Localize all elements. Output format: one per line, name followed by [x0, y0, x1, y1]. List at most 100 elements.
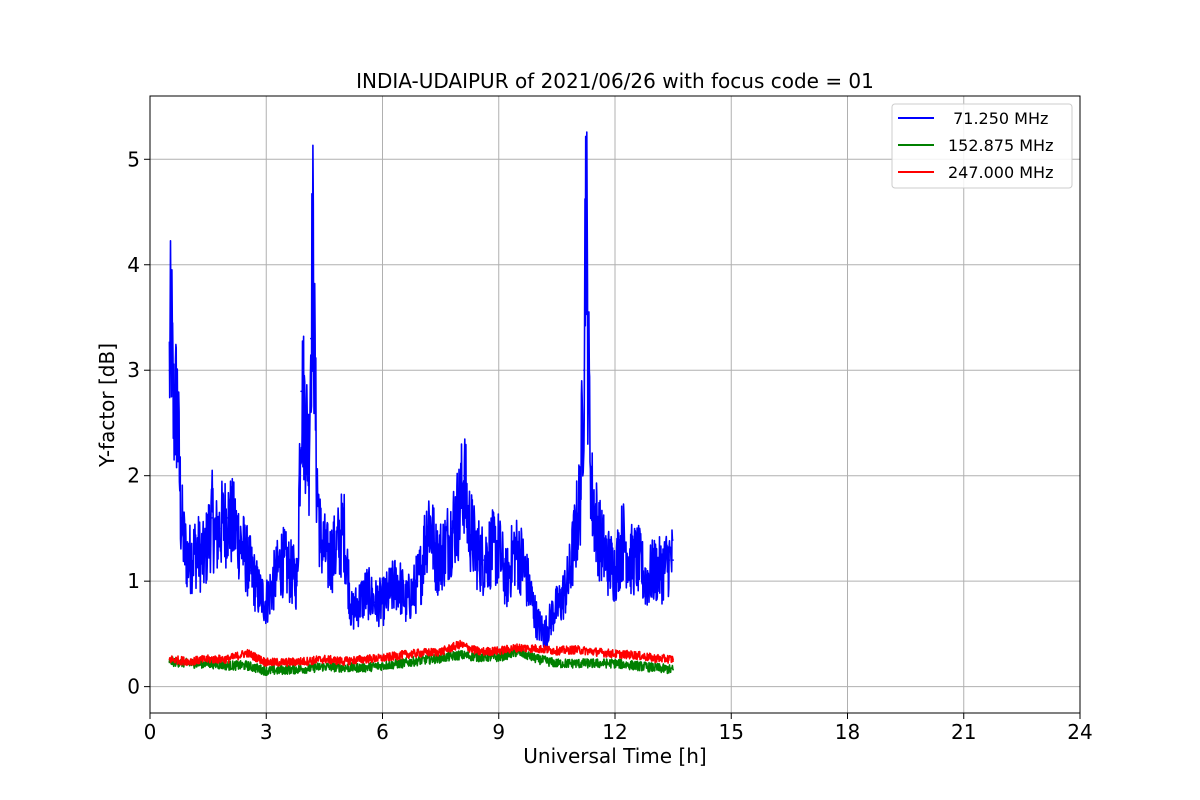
series-1-point — [536, 658, 539, 661]
series-0-point — [342, 527, 345, 530]
y-tick-label: 3 — [127, 358, 140, 382]
series-0-point — [528, 590, 531, 593]
series-2-point — [439, 651, 442, 653]
series-0-point — [637, 559, 640, 561]
series-0-point — [590, 495, 593, 498]
series-2-point — [362, 658, 364, 661]
x-tick-label: 24 — [1067, 720, 1092, 744]
series-0-point — [668, 559, 671, 561]
series-0-point — [211, 517, 213, 519]
series-1-point — [207, 662, 209, 665]
series-2-point — [536, 647, 539, 650]
series-0-point — [598, 538, 601, 540]
series-0-point — [575, 527, 578, 530]
series-0-point — [459, 506, 461, 509]
x-tick-label: 21 — [951, 720, 976, 744]
series-2-point — [459, 643, 461, 646]
series-0-point — [187, 559, 190, 561]
series-0-point — [184, 548, 186, 551]
series-0-point — [311, 242, 314, 245]
series-2-point — [265, 661, 268, 664]
series-2-point — [246, 652, 248, 654]
series-1-point — [459, 654, 461, 656]
series-0-point — [404, 601, 407, 604]
series-2-point — [207, 658, 209, 661]
series-1-point — [284, 668, 287, 671]
series-1-point — [362, 666, 364, 669]
series-2-point — [672, 658, 674, 661]
series-0-point — [366, 590, 368, 593]
series-0-point — [428, 517, 430, 519]
series-0-point — [350, 612, 353, 614]
series-0-point — [474, 548, 477, 551]
series-0-point — [315, 474, 318, 477]
x-tick-label: 18 — [835, 720, 860, 744]
series-2-point — [168, 658, 171, 661]
y-axis: 0 1 2 3 4 5 — [127, 147, 150, 699]
series-0-point — [170, 316, 173, 319]
series-0-point — [490, 548, 492, 551]
legend-box — [891, 103, 1073, 189]
series-0-point — [435, 559, 438, 561]
series-0-point — [249, 569, 252, 572]
series-0-point — [482, 559, 485, 561]
series-0-point — [579, 495, 581, 498]
series-0-point — [242, 548, 244, 551]
series-0-point — [389, 590, 392, 593]
series-0-point — [273, 580, 275, 582]
series-2-point — [342, 660, 345, 663]
series-2-point — [633, 654, 636, 656]
series-0-point — [463, 474, 465, 477]
series-2-point — [594, 651, 597, 653]
series-0-point — [304, 411, 306, 414]
legend: 71.250 MHz 152.875 MHz 247.000 MHz — [891, 103, 1073, 189]
series-0-point — [381, 601, 384, 604]
x-tick-label: 0 — [144, 720, 157, 744]
y-tick-label: 0 — [127, 675, 140, 699]
series-2-point — [323, 658, 326, 661]
x-tick-label: 3 — [260, 720, 273, 744]
series-0-point — [168, 369, 171, 372]
series-0-point — [536, 622, 539, 625]
series-0-point — [280, 559, 283, 561]
x-tick-label: 15 — [719, 720, 744, 744]
series-2-point — [497, 649, 500, 652]
series-0-point — [310, 337, 312, 340]
series-0-point — [466, 517, 469, 519]
series-0-point — [629, 559, 632, 561]
series-0-point — [176, 401, 178, 403]
y-tick-label: 5 — [127, 147, 140, 171]
series-0-point — [218, 527, 221, 530]
series-1-point — [323, 665, 326, 668]
series-line-0 — [168, 131, 674, 651]
series-0-point — [621, 538, 624, 540]
series-2-point — [304, 660, 306, 663]
series-0-point — [552, 612, 554, 614]
series-1-point — [497, 656, 500, 658]
y-tick-label: 1 — [127, 569, 140, 593]
series-2-point — [517, 646, 519, 649]
series-1-point — [342, 666, 345, 669]
series-0-point — [203, 559, 206, 561]
series-0-point — [544, 633, 547, 635]
series-0-point — [215, 538, 217, 540]
series-0-point — [172, 411, 175, 414]
series-0-point — [559, 601, 562, 604]
series-0-point — [412, 590, 415, 593]
series-0-point — [358, 601, 361, 604]
series-0-point — [451, 527, 454, 530]
series-1-point — [265, 670, 268, 672]
series-1-point — [556, 662, 558, 665]
series-layer — [168, 131, 674, 676]
series-0-point — [614, 569, 616, 572]
series-2-point — [420, 652, 423, 654]
series-0-point — [308, 453, 310, 456]
series-0-point — [296, 580, 299, 582]
series-0-point — [652, 569, 655, 572]
series-0-point — [606, 559, 609, 561]
legend-label-71: 71.250 MHz — [948, 109, 1048, 128]
series-2-point — [478, 651, 481, 653]
series-0-point — [234, 527, 237, 530]
series-2-point — [226, 658, 229, 661]
